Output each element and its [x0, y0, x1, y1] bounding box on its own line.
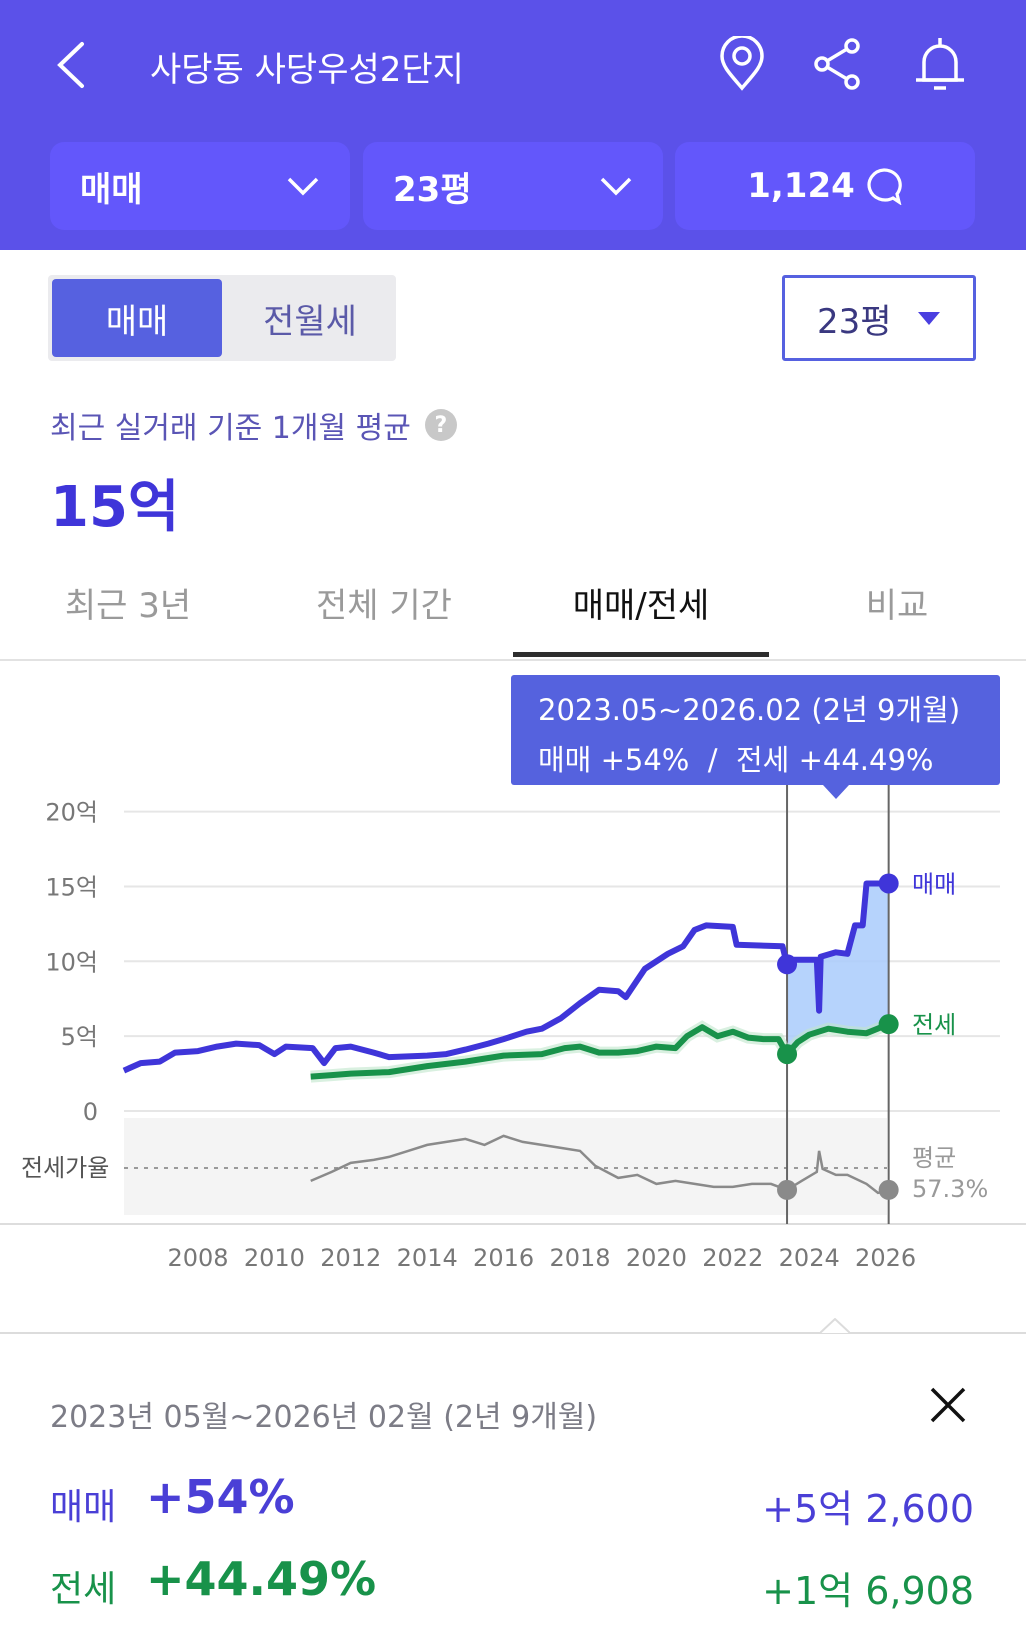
jeonse-end-dot — [878, 1014, 899, 1035]
deal-type-dropdown[interactable]: 매매 — [50, 142, 350, 230]
x-tick-label: 2020 — [626, 1244, 687, 1272]
tab-recent-3y[interactable]: 최근 3년 — [64, 586, 192, 626]
jeonse-series-label: 전세 — [912, 1011, 956, 1039]
summary-subtitle: 최근 실거래 기준 1개월 평균 ? — [50, 403, 457, 447]
bell-icon[interactable] — [912, 36, 968, 92]
sale-start-dot — [777, 954, 798, 975]
detail-range: 2023년 05월~2026년 02월 (2년 9개월) — [50, 1400, 598, 1435]
size-label: 23평 — [393, 169, 472, 210]
location-pin-icon[interactable] — [714, 36, 770, 92]
y-tick-label: 5억 — [61, 1023, 98, 1051]
x-tick-label: 2018 — [549, 1244, 610, 1272]
x-tick-label: 2024 — [779, 1244, 840, 1272]
jeonse-row-label: 전세 — [50, 1569, 117, 1610]
sale-end-dot — [878, 873, 899, 894]
y-tick-label: 0 — [83, 1098, 98, 1126]
x-tick-label: 2010 — [244, 1244, 305, 1272]
tooltip-separator: / — [707, 743, 718, 777]
comment-count: 1,124 — [747, 166, 855, 206]
tooltip-changes: 매매 +54% / 전세 +44.49% — [538, 735, 1000, 785]
average-price: 15억 — [50, 475, 180, 540]
share-icon[interactable] — [812, 36, 868, 92]
price-chart[interactable]: 20억 15억 10억 5억 0 전세가율 평균 57.3% 2008 2010 2012 2014 2… — [0, 660, 1026, 1332]
y-tick-label: 15억 — [45, 873, 98, 901]
summary-subtitle-text: 최근 실거래 기준 1개월 평균 — [50, 411, 411, 446]
jeonse-start-dot — [777, 1044, 798, 1065]
ratio-end-dot — [878, 1179, 899, 1200]
tab-sale-jeonse[interactable]: 매매/전세 — [572, 586, 710, 626]
back-icon[interactable] — [52, 40, 92, 90]
chevron-down-icon — [287, 177, 319, 196]
segment-rent[interactable]: 전월세 — [263, 301, 357, 342]
segment-sale[interactable]: 매매 — [52, 279, 222, 357]
caret-down-icon — [917, 311, 940, 325]
range-tooltip: 2023.05~2026.02 (2년 9개월) 매매 +54% / 전세 +4… — [511, 675, 1000, 799]
ratio-start-dot — [777, 1179, 798, 1200]
x-tick-label: 2026 — [855, 1244, 916, 1272]
x-tick-label: 2012 — [320, 1244, 381, 1272]
jeonse-row-amount: +1억 6,908 — [762, 1569, 974, 1613]
sale-line — [122, 880, 889, 1074]
jeonse-line — [310, 1021, 890, 1080]
comments-button[interactable]: 1,124 — [675, 142, 975, 230]
ratio-label: 전세가율 — [21, 1154, 109, 1182]
sale-row-amount: +5억 2,600 — [762, 1487, 974, 1531]
sale-series-label: 매매 — [912, 870, 956, 898]
page-title: 사당동 사당우성2단지 — [150, 50, 464, 90]
ratio-average-value: 57.3% — [912, 1175, 988, 1203]
ratio-average-label: 평균 — [912, 1144, 956, 1172]
tab-compare[interactable]: 비교 — [865, 586, 929, 626]
y-tick-label: 10억 — [45, 948, 98, 976]
divider — [0, 659, 1026, 661]
detail-pointer-icon — [820, 1318, 850, 1334]
app-header: 사당동 사당우성2단지 매매 23평 1,124 — [0, 0, 1026, 250]
ratio-line — [310, 1134, 890, 1195]
tooltip-jeonse: 전세 +44.49% — [736, 743, 934, 777]
x-tick-label: 2008 — [167, 1244, 228, 1272]
close-icon[interactable] — [928, 1385, 968, 1425]
detail-separator — [0, 1332, 1026, 1334]
y-tick-label: 20억 — [45, 799, 98, 827]
ratio-band — [124, 1118, 887, 1215]
tooltip-pointer — [823, 785, 849, 799]
x-tick-label: 2022 — [702, 1244, 763, 1272]
active-tab-indicator — [513, 652, 769, 657]
sale-row-pct: +54% — [146, 1470, 295, 1524]
size-dropdown[interactable]: 23평 — [363, 142, 663, 230]
jeonse-row-pct: +44.49% — [146, 1552, 377, 1606]
help-icon[interactable]: ? — [424, 409, 457, 441]
x-tick-label: 2014 — [397, 1244, 458, 1272]
chevron-down-icon — [600, 177, 632, 196]
x-tick-label: 2016 — [473, 1244, 534, 1272]
tooltip-range: 2023.05~2026.02 (2년 9개월) — [538, 693, 961, 727]
deal-type-label: 매매 — [80, 169, 143, 210]
tab-all-period[interactable]: 전체 기간 — [316, 586, 452, 626]
comment-icon — [867, 168, 902, 205]
tooltip-sale: 매매 +54% — [538, 743, 690, 777]
size-select[interactable]: 23평 — [782, 275, 976, 361]
sale-row-label: 매매 — [50, 1487, 117, 1528]
size-select-value: 23평 — [817, 301, 892, 342]
